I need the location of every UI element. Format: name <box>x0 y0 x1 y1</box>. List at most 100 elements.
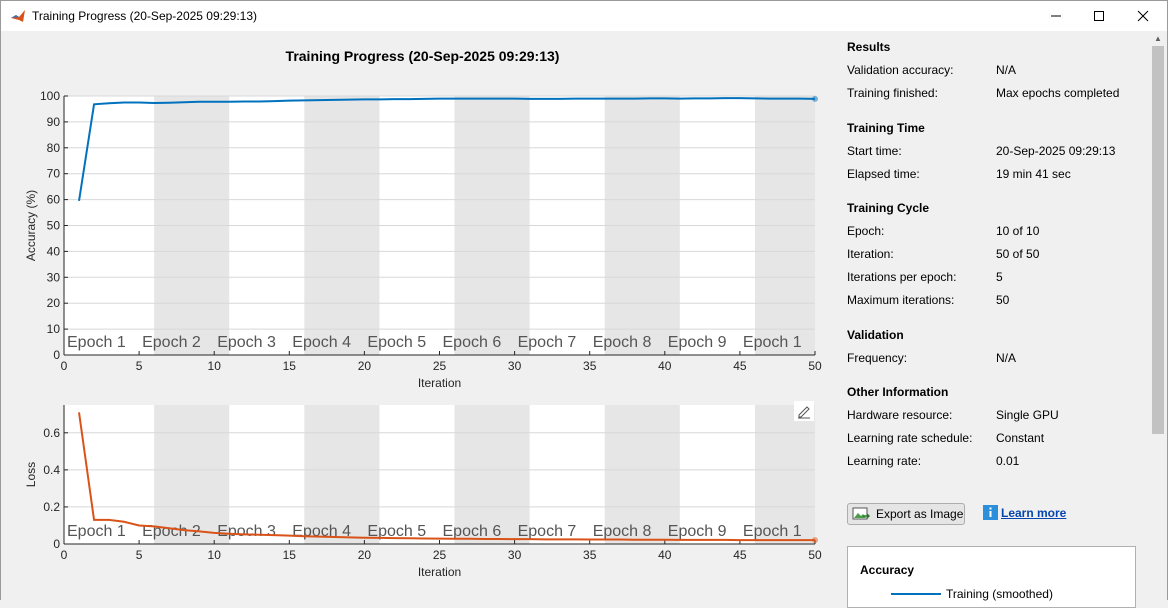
series-line <box>78 97 816 202</box>
y-tick-label: 50 <box>47 219 61 233</box>
scroll-up-arrow[interactable]: ▲ <box>1154 34 1162 43</box>
y-axis-label: Loss <box>24 462 38 487</box>
window-title: Training Progress (20-Sep-2025 09:29:13) <box>32 9 258 23</box>
training-finished-label: Training finished: <box>847 86 938 100</box>
x-tick-label: 30 <box>508 548 522 562</box>
results-title: Results <box>847 40 891 54</box>
maximize-button[interactable] <box>1076 1 1122 31</box>
close-icon <box>1137 10 1149 22</box>
epoch-label: Epoch 2 <box>142 334 201 351</box>
elapsed-time-label: Elapsed time: <box>847 167 920 181</box>
epoch-label: Epoch 8 <box>593 334 652 351</box>
y-tick-label: 0 <box>53 348 60 362</box>
x-tick-label: 10 <box>208 359 222 373</box>
legend-title: Accuracy <box>860 563 915 577</box>
epoch-label: Epoch 3 <box>217 334 276 351</box>
x-tick-label: 40 <box>658 359 672 373</box>
maximum-iterations-label: Maximum iterations: <box>847 293 955 307</box>
maximum-iterations-value: 50 <box>996 293 1010 307</box>
x-tick-label: 50 <box>808 548 822 562</box>
x-tick-label: 15 <box>283 359 297 373</box>
plot-title: Training Progress (20-Sep-2025 09:29:13) <box>285 48 560 64</box>
series-end-marker <box>812 95 818 102</box>
close-button[interactable] <box>1120 1 1166 31</box>
x-tick-label: 40 <box>658 548 672 562</box>
y-tick-label: 60 <box>47 193 61 207</box>
maximize-icon <box>1094 11 1104 21</box>
minimize-button[interactable] <box>1033 1 1079 31</box>
epoch-value: 10 of 10 <box>996 224 1040 238</box>
epoch-label: Epoch 8 <box>593 523 652 540</box>
title-bar: Training Progress (20-Sep-2025 09:29:13) <box>0 0 1168 31</box>
y-tick-label: 10 <box>47 322 61 336</box>
epoch-label: Epoch 1 <box>743 523 802 540</box>
epoch-label: Epoch 7 <box>518 334 577 351</box>
x-tick-label: 25 <box>433 359 447 373</box>
epoch-band <box>304 405 380 544</box>
y-tick-label: 0.4 <box>43 463 60 477</box>
validation-title: Validation <box>847 328 904 342</box>
x-tick-label: 15 <box>283 548 297 562</box>
training-cycle-title: Training Cycle <box>847 201 930 215</box>
x-tick-label: 35 <box>583 548 597 562</box>
y-tick-label: 80 <box>47 141 61 155</box>
epoch-label: Epoch 3 <box>217 523 276 540</box>
legend-line-training <box>891 593 941 595</box>
epoch-label: Epoch 5 <box>367 523 426 540</box>
accuracy-chart: 0 5 10 15 20 25 30 35 40 45 50 0 10 20 30 40 50 60 70 80 90 1… <box>24 89 822 390</box>
epoch-label: Epoch 5 <box>367 334 426 351</box>
start-time-value: 20-Sep-2025 09:29:13 <box>996 144 1116 158</box>
x-tick-label: 5 <box>136 548 143 562</box>
other-information-title: Other Information <box>847 385 949 399</box>
y-tick-label: 40 <box>47 244 61 258</box>
epoch-label: Epoch 6 <box>443 334 502 351</box>
epoch-label: Epoch 9 <box>668 334 727 351</box>
x-tick-label: 25 <box>433 548 447 562</box>
frequency-value: N/A <box>996 351 1017 365</box>
x-tick-label: 0 <box>61 359 68 373</box>
export-as-image-button[interactable]: Export as Image <box>847 503 965 525</box>
x-axis-label: Iteration <box>418 565 461 579</box>
epoch-band <box>154 405 230 544</box>
learning-rate-schedule-value: Constant <box>996 431 1045 445</box>
epoch-label: Epoch 1 <box>67 523 126 540</box>
hardware-resource-label: Hardware resource: <box>847 408 953 422</box>
loss-chart: 0 5 10 15 20 25 30 35 40 45 50 0 0.2 0.4 0.6 Iteration L… <box>24 405 822 579</box>
pencil-icon <box>798 406 810 419</box>
epoch-label: Epoch 1 <box>743 334 802 351</box>
epoch-label: Epoch: <box>847 224 885 238</box>
series-line <box>78 412 815 542</box>
learning-rate-label: Learning rate: <box>847 454 922 468</box>
learn-more-link[interactable]: Learn more <box>983 505 1066 520</box>
x-tick-label: 20 <box>358 548 372 562</box>
axes-toolbar-button[interactable] <box>794 401 814 421</box>
epoch-label: Epoch 9 <box>668 523 727 540</box>
training-finished-value: Max epochs completed <box>996 86 1120 100</box>
y-tick-label: 30 <box>47 270 61 284</box>
matlab-logo-icon <box>11 10 25 22</box>
scrollbar-thumb[interactable] <box>1152 46 1164 434</box>
x-tick-label: 5 <box>136 359 143 373</box>
y-tick-label: 0.6 <box>43 426 60 440</box>
iterations-per-epoch-value: 5 <box>996 270 1003 284</box>
y-tick-label: 0 <box>53 537 60 551</box>
legend-box: Accuracy Training (smoothed) <box>847 546 1136 608</box>
x-tick-label: 20 <box>358 359 372 373</box>
export-button-label: Export as Image <box>876 507 964 521</box>
y-tick-label: 20 <box>47 296 61 310</box>
learning-rate-schedule-label: Learning rate schedule: <box>847 431 973 445</box>
x-tick-label: 50 <box>808 359 822 373</box>
x-tick-label: 35 <box>583 359 597 373</box>
epoch-band <box>604 405 680 544</box>
epoch-label: Epoch 7 <box>518 523 577 540</box>
epoch-label: Epoch 1 <box>67 334 126 351</box>
minimize-icon <box>1051 15 1061 17</box>
learning-rate-value: 0.01 <box>996 454 1020 468</box>
y-axis-label: Accuracy (%) <box>24 190 38 261</box>
y-tick-label: 0.2 <box>43 500 60 514</box>
learn-more-label[interactable]: Learn more <box>1001 505 1067 520</box>
elapsed-time-value: 19 min 41 sec <box>996 167 1071 181</box>
frequency-label: Frequency: <box>847 351 908 365</box>
epoch-label: Epoch 6 <box>443 523 502 540</box>
epoch-label: Epoch 4 <box>292 334 351 351</box>
